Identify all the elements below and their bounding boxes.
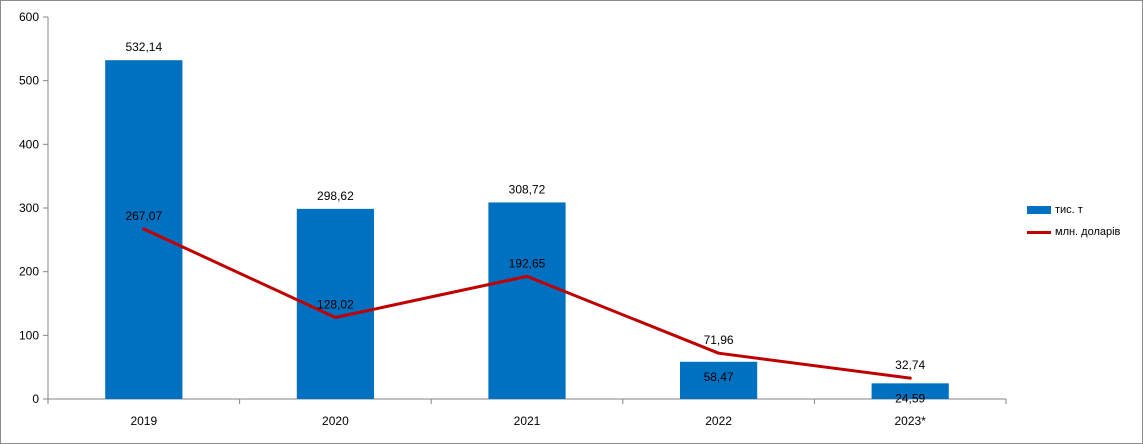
bar-data-label: 24,59 [895, 391, 925, 405]
line-data-label: 71,96 [704, 333, 734, 347]
y-tick-label: 0 [32, 392, 39, 406]
data-labels: 532,14 298,62 308,72 58,47 24,59 267,07 128,02… [125, 40, 925, 405]
line-point [525, 274, 529, 278]
y-tick-label: 200 [19, 265, 39, 279]
bar-data-label: 308,72 [509, 182, 546, 196]
line-point [908, 376, 912, 380]
line-data-label: 192,65 [509, 256, 546, 270]
y-tick-label: 500 [19, 74, 39, 88]
y-tick-label: 400 [19, 137, 39, 151]
line-data-label: 267,07 [125, 209, 162, 223]
line-point [717, 351, 721, 355]
x-tick-label: 2020 [322, 414, 349, 428]
y-axis: 0 100 200 300 400 500 600 [19, 10, 49, 406]
x-tick-label: 2023* [895, 414, 927, 428]
legend-item-line: млн. доларів [1027, 222, 1137, 242]
bar-data-label: 58,47 [704, 370, 734, 384]
legend-item-bar: тис. т [1027, 200, 1137, 220]
y-tick-label: 600 [19, 10, 39, 24]
x-tick-label: 2022 [705, 414, 732, 428]
y-tick-label: 300 [19, 201, 39, 215]
y-tick-label: 100 [19, 328, 39, 342]
legend-line-swatch [1027, 231, 1051, 234]
bar-series [105, 60, 949, 400]
legend-bar-swatch [1027, 206, 1051, 214]
bar [296, 208, 375, 399]
line-data-label: 128,02 [317, 297, 354, 311]
bar [488, 202, 566, 399]
line-point [333, 315, 337, 319]
bar-data-label: 298,62 [317, 189, 354, 203]
legend-label-bar: тис. т [1055, 204, 1083, 216]
x-axis: 2019 2020 2021 2022 2023* [47, 398, 1007, 428]
x-tick-label: 2019 [130, 414, 157, 428]
line-point [142, 227, 146, 231]
bar-data-label: 532,14 [125, 40, 162, 54]
bar [871, 383, 949, 399]
legend: тис. т млн. доларів [1027, 200, 1137, 244]
legend-label-line: млн. доларів [1055, 226, 1121, 238]
bar [679, 361, 758, 399]
line-data-label: 32,74 [895, 358, 925, 372]
x-tick-label: 2021 [514, 414, 541, 428]
line-series [142, 227, 912, 380]
